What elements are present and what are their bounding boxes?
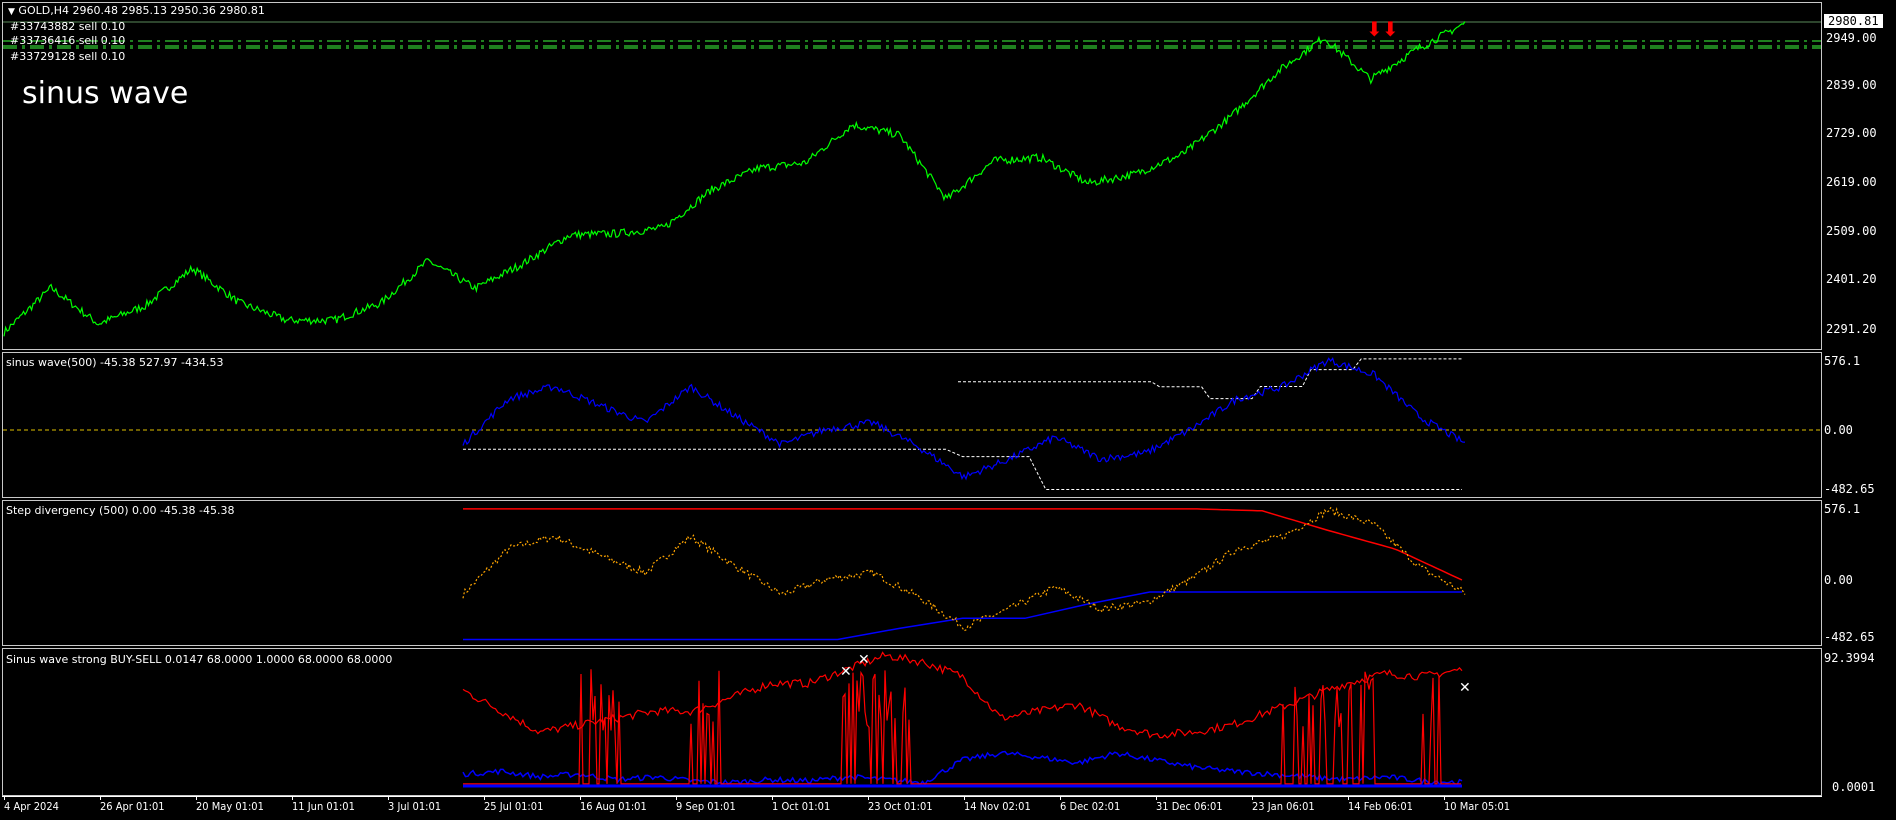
symbol-info: ▼ GOLD,H4 2960.48 2985.13 2950.36 2980.8… <box>8 4 265 19</box>
time-tick <box>100 796 101 800</box>
panel-label: Sinus wave strong BUY-SELL 0.0147 68.000… <box>6 653 393 666</box>
time-tick <box>4 796 5 800</box>
time-tick <box>964 796 965 800</box>
sinus-wave-pane[interactable] <box>2 352 1822 498</box>
lower-band-line <box>463 448 1462 490</box>
panel-tick: -482.65 <box>1824 482 1875 496</box>
sell-arrow-icon: ⬇ <box>1366 17 1383 41</box>
panel-label: sinus wave(500) -45.38 527.97 -434.53 <box>6 356 224 369</box>
time-tick <box>580 796 581 800</box>
price-line <box>3 21 1466 337</box>
price-tick: 2729.00 <box>1826 126 1877 140</box>
panel-tick: 0.0001 <box>1832 780 1876 794</box>
order-label[interactable]: #33743882 sell 0.10 <box>10 20 126 33</box>
time-label: 14 Feb 06:01 <box>1348 800 1413 813</box>
time-label: 6 Dec 02:01 <box>1060 800 1121 813</box>
price-tick: 2619.00 <box>1826 175 1877 189</box>
time-tick <box>772 796 773 800</box>
time-label: 23 Jan 06:01 <box>1252 800 1315 813</box>
price-tick: 2839.00 <box>1826 78 1877 92</box>
time-tick <box>1060 796 1061 800</box>
panel-tick: -482.65 <box>1824 630 1875 644</box>
time-label: 23 Oct 01:01 <box>868 800 933 813</box>
time-tick <box>676 796 677 800</box>
time-label: 14 Nov 02:01 <box>964 800 1031 813</box>
time-label: 31 Dec 06:01 <box>1156 800 1223 813</box>
signal-x-icon: ✕ <box>840 664 852 680</box>
panel-tick: 576.1 <box>1824 502 1861 516</box>
signal-x-icon: ✕ <box>858 652 870 668</box>
signal-x-icon: ✕ <box>1459 680 1471 696</box>
time-tick <box>388 796 389 800</box>
time-tick <box>1156 796 1157 800</box>
sell-arrow-icon: ⬇ <box>1382 17 1399 41</box>
time-label: 3 Jul 01:01 <box>388 800 442 813</box>
time-label: 26 Apr 01:01 <box>100 800 165 813</box>
panel-tick: 0.00 <box>1824 573 1853 587</box>
panel-label: Step divergency (500) 0.00 -45.38 -45.38 <box>6 504 235 517</box>
dropdown-triangle-icon[interactable]: ▼ <box>8 7 15 17</box>
step-signal-line <box>462 506 1466 632</box>
order-label[interactable]: #33729128 sell 0.10 <box>10 50 126 63</box>
strong-buy-sell-pane[interactable] <box>2 648 1822 796</box>
current-price-label: 2980.81 <box>1824 14 1883 28</box>
panel-tick: 92.3994 <box>1824 651 1875 665</box>
strong-blue-line <box>462 750 1463 787</box>
time-label: 25 Jul 01:01 <box>484 800 544 813</box>
time-label: 20 May 01:01 <box>196 800 264 813</box>
symbol-ohlc: GOLD,H4 2960.48 2985.13 2950.36 2980.81 <box>18 4 265 17</box>
time-tick <box>1348 796 1349 800</box>
step-upper-line <box>463 508 1463 581</box>
price-tick: 2291.20 <box>1826 322 1877 336</box>
strong-red-envelope-line <box>462 651 1463 739</box>
main-price-pane[interactable] <box>2 2 1822 350</box>
price-tick: 2949.00 <box>1826 31 1877 45</box>
time-label: 16 Aug 01:01 <box>580 800 647 813</box>
step-divergency-pane[interactable] <box>2 500 1822 646</box>
strong-red-spike-line <box>463 669 1461 785</box>
price-tick: 2401.20 <box>1826 272 1877 286</box>
time-label: 10 Mar 05:01 <box>1444 800 1511 813</box>
time-tick <box>1252 796 1253 800</box>
time-tick <box>484 796 485 800</box>
time-label: 1 Oct 01:01 <box>772 800 831 813</box>
sinus-wave-line <box>462 357 1466 481</box>
time-axis-line <box>2 796 1822 797</box>
time-label: 11 Jun 01:01 <box>292 800 355 813</box>
order-label[interactable]: #33736416 sell 0.10 <box>10 34 126 47</box>
time-label: 9 Sep 01:01 <box>676 800 736 813</box>
panel-tick: 576.1 <box>1824 354 1861 368</box>
time-tick <box>196 796 197 800</box>
step-lower-line <box>463 591 1462 641</box>
price-tick: 2509.00 <box>1826 224 1877 238</box>
panel-tick: 0.00 <box>1824 423 1853 437</box>
time-label: 4 Apr 2024 <box>4 800 59 813</box>
time-tick <box>1444 796 1445 800</box>
chart-title-overlay: sinus wave <box>22 76 189 111</box>
time-tick <box>868 796 869 800</box>
time-tick <box>292 796 293 800</box>
